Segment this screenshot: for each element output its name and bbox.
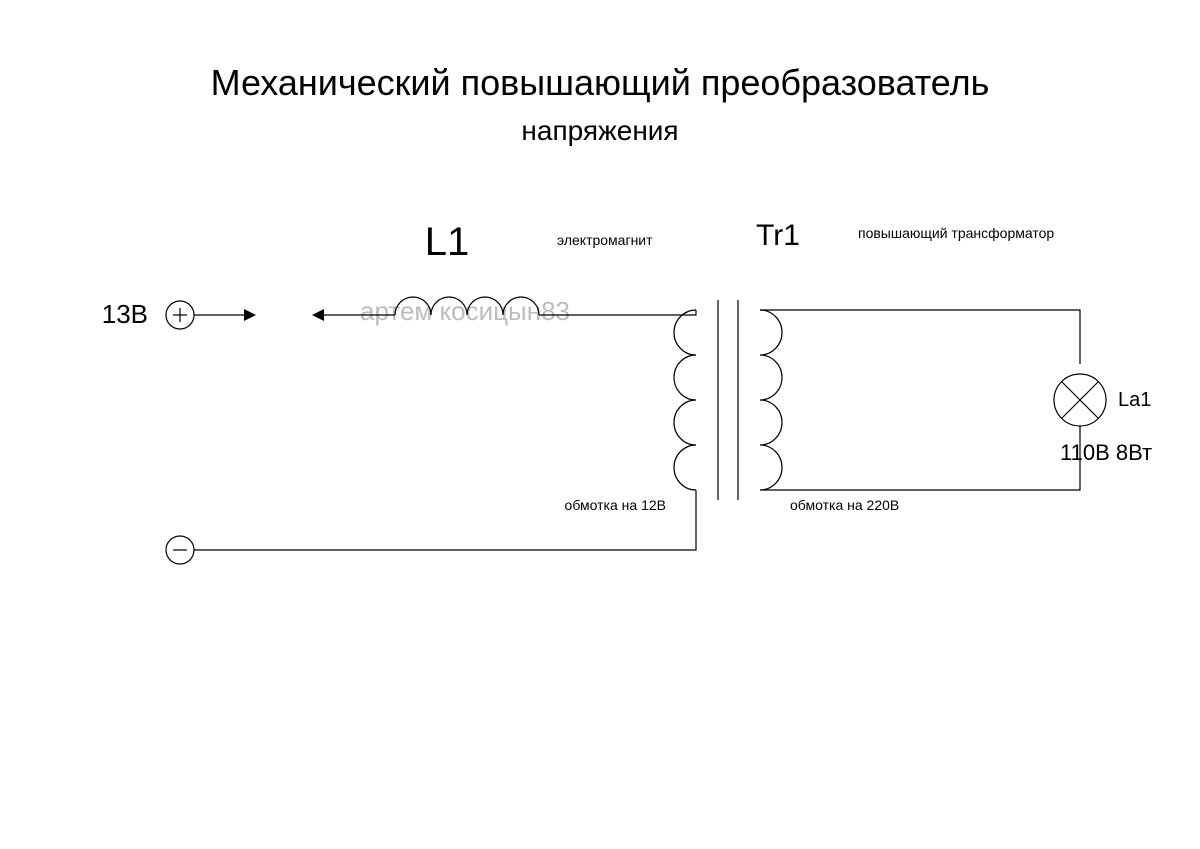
tr1-ref-label: Tr1 xyxy=(756,219,800,252)
contact-arrow-left-icon xyxy=(244,309,256,321)
title-line2: напряжения xyxy=(521,115,678,146)
lamp-ref-label: La1 xyxy=(1118,389,1151,411)
transformer-primary-icon xyxy=(674,310,696,490)
primary-winding-label: обмотка на 12В xyxy=(565,497,666,513)
wire-sec-bottom-to-lamp xyxy=(760,416,1080,490)
transformer-secondary-icon xyxy=(760,310,782,490)
contact-arrow-right-icon xyxy=(312,309,324,321)
input-voltage-label: 13В xyxy=(102,299,148,329)
secondary-winding-label: обмотка на 220В xyxy=(790,497,899,513)
tr1-desc-label: повышающий трансформатор xyxy=(858,225,1054,241)
lamp-rating-label: 110В 8Вт xyxy=(1060,440,1152,465)
title-line1: Механический повышающий преобразователь xyxy=(211,62,990,103)
l1-desc-label: электромагнит xyxy=(557,232,653,248)
wire-sec-top-to-lamp xyxy=(760,310,1080,364)
l1-ref-label: L1 xyxy=(425,220,470,264)
